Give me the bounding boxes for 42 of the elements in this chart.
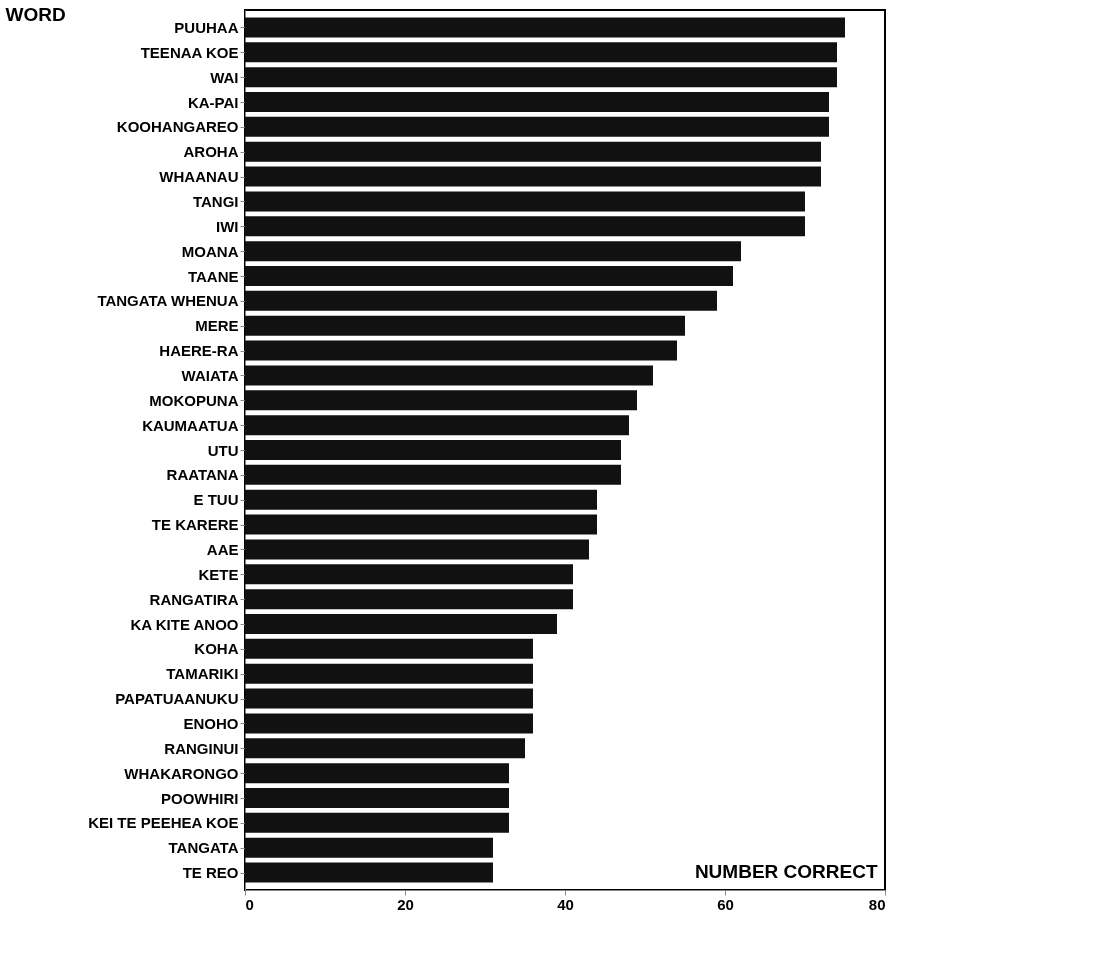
x-tick-label: 0 xyxy=(245,895,254,913)
y-tick-label: UTU xyxy=(207,441,239,459)
x-tick-label: 20 xyxy=(397,895,414,913)
y-tick-label: IWI xyxy=(216,217,239,235)
y-tick-label: KOHA xyxy=(194,640,239,658)
y-tick-label: KA-PAI xyxy=(187,93,239,111)
x-tick-label: 80 xyxy=(868,895,886,913)
y-tick-label: E TUU xyxy=(193,491,239,509)
y-tick-label: PAPATUAANUKU xyxy=(115,690,239,708)
x-tick-label: 40 xyxy=(557,895,574,913)
y-tick-label: TE KARERE xyxy=(151,516,239,534)
y-tick-label: TE REO xyxy=(182,864,239,882)
x-axis-title: NUMBER CORRECT xyxy=(694,860,878,882)
y-tick-label: TAMARIKI xyxy=(166,665,239,683)
y-tick-label: HAERE-RA xyxy=(159,342,239,360)
x-tick-label: 60 xyxy=(717,895,734,913)
y-tick-label: RANGATIRA xyxy=(149,590,239,608)
y-tick-label: RAATANA xyxy=(166,466,239,484)
y-tick-label: WHAKARONGO xyxy=(124,764,239,782)
y-tick-label: KEI TE PEEHEA KOE xyxy=(88,814,239,832)
y-tick-label: KA KITE ANOO xyxy=(130,615,239,633)
y-tick-label: MERE xyxy=(195,317,239,335)
y-tick-label: KETE xyxy=(198,565,239,583)
y-tick-label: TEENAA KOE xyxy=(140,43,239,61)
y-tick-label: MOKOPUNA xyxy=(149,391,239,409)
y-tick-label: RANGINUI xyxy=(164,739,239,757)
y-tick-label: WAI xyxy=(210,68,239,86)
y-tick-label: TANGI xyxy=(192,192,239,210)
y-tick-label: TANGATA WHENUA xyxy=(97,292,239,310)
y-tick-label: KAUMAATUA xyxy=(142,416,239,434)
y-tick-label: WHAANAU xyxy=(159,168,239,186)
y-axis-title: WORD xyxy=(5,3,66,25)
y-tick-label: AAE xyxy=(206,540,239,558)
y-tick-label: TAANE xyxy=(187,267,239,285)
y-tick-label: PUUHAA xyxy=(174,18,239,36)
y-tick-label: POOWHIRI xyxy=(161,789,239,807)
y-tick-label: AROHA xyxy=(183,143,239,161)
y-tick-label: KOOHANGAREO xyxy=(116,118,239,136)
y-tick-label: ENOHO xyxy=(183,714,239,732)
y-tick-label: MOANA xyxy=(181,242,239,260)
y-tick-label: WAIATA xyxy=(181,366,239,384)
y-tick-label: TANGATA xyxy=(168,839,239,857)
